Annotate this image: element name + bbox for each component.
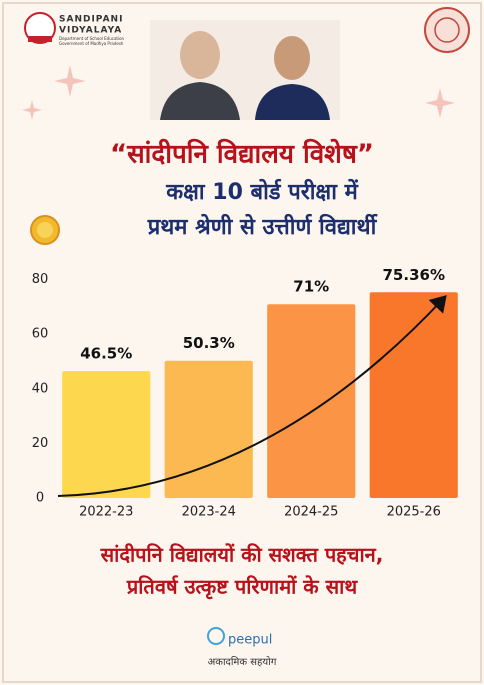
value-label: 71% (293, 278, 329, 296)
x-tick-label: 2022-23 (79, 505, 133, 520)
bar (267, 304, 356, 498)
logo-name: VIDYALAYA (59, 26, 122, 36)
peepul-logo: peepul अकादमिक सहयोग (207, 627, 277, 668)
brand-sub: अकादमिक सहयोग (208, 656, 277, 668)
logo-name: SANDIPANI (59, 15, 123, 25)
y-tick-label: 20 (32, 436, 49, 451)
bar (164, 360, 253, 498)
title: “सांदीपनि विद्यालय विशेष” (110, 139, 374, 170)
brand: peepul (228, 633, 272, 648)
value-label: 75.36% (383, 266, 445, 284)
chart: 0 20 40 60 80 2022-23 46.5% 2023-24 50.3% 2024-25… (32, 266, 458, 520)
x-tick-label: 2025-26 (387, 505, 441, 520)
portraits (150, 20, 340, 120)
subtitle: कक्षा 10 बोर्ड परीक्षा में (165, 178, 358, 205)
logo: SANDIPANI VIDYALAYA Department of School… (24, 12, 125, 46)
value-label: 46.5% (80, 345, 132, 363)
subtitle: प्रथम श्रेणी से उत्तीर्ण विद्यार्थी (147, 213, 379, 240)
trend-arrow (57, 295, 447, 497)
bar (62, 371, 151, 498)
footer-line: प्रतिवर्ष उत्कृष्ट परिणामों के साथ (126, 575, 358, 600)
value-label: 50.3% (183, 334, 235, 352)
y-tick-label: 0 (36, 491, 44, 506)
decoration (22, 65, 455, 120)
x-tick-label: 2024-25 (284, 505, 338, 520)
y-tick-label: 80 (32, 272, 49, 287)
y-tick-label: 60 (32, 327, 49, 342)
emblem (424, 7, 470, 53)
y-tick-label: 40 (32, 381, 49, 396)
logo-sub: Government of Madhya Pradesh (59, 41, 124, 46)
x-tick-label: 2023-24 (182, 505, 236, 520)
footer-line: सांदीपनि विद्यालयों की सशक्त पहचान, (100, 543, 384, 567)
medal (30, 215, 60, 245)
logo-sub: Department of School Education (59, 36, 125, 41)
bar (369, 292, 458, 498)
